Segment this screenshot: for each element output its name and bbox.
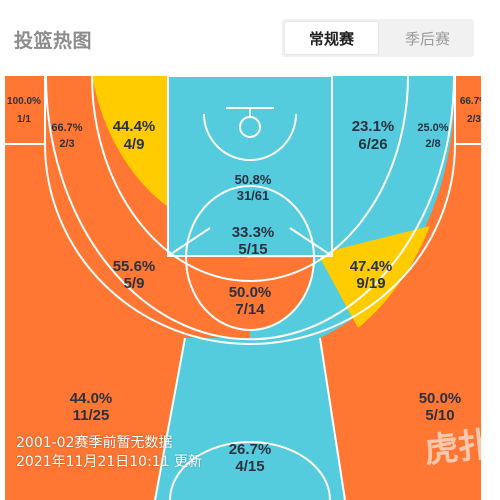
zone-label-made: 31/61 (237, 188, 270, 203)
zone-top-three (155, 338, 345, 500)
zone-label-made: 2/3 (467, 114, 481, 125)
page-title: 投篮热图 (14, 30, 93, 52)
zone-label-made: 9/19 (356, 275, 385, 292)
data-notes: 2001-02赛季前暂无数据 2021年11月21日10:11 更新 (16, 434, 202, 472)
court-lines (5, 76, 481, 500)
zone-label-pct: 50.0% (229, 284, 272, 301)
zone-label-pct: 100.0% (7, 96, 41, 107)
zone-label-made: 5/15 (238, 241, 267, 258)
season-type-tabs: 常规赛 季后赛 (282, 19, 474, 57)
zone-label-made: 7/14 (235, 301, 265, 318)
zone-label-made: 11/25 (73, 407, 110, 424)
zone-label-pct: 50.0% (419, 390, 462, 407)
zone-label-pct: 50.8% (235, 172, 272, 187)
zone-right-corner-col (455, 76, 481, 144)
zone-label-made: 4/15 (235, 458, 264, 475)
tab-playoffs[interactable]: 季后赛 (404, 29, 450, 48)
update-timestamp: 2021年11月21日10:11 更新 (16, 454, 203, 470)
watermark-logo: 虎扑 (422, 424, 495, 472)
zone-label-made: 4/9 (124, 136, 145, 153)
zone-label-made: 6/26 (358, 136, 387, 153)
preseason-note: 2001-02赛季前暂无数据 (16, 435, 173, 451)
zone-label-pct: 44.4% (113, 118, 156, 135)
zone-label-pct: 33.3% (232, 224, 275, 241)
zone-label-made: 2/3 (59, 138, 74, 150)
basket-icon (203, 107, 297, 161)
zone-label-made: 2/8 (425, 138, 440, 150)
zone-label-pct: 55.6% (113, 258, 156, 275)
zone-label-made: 1/1 (17, 114, 31, 125)
zone-label-made: 5/9 (124, 275, 145, 292)
zone-paint (168, 76, 332, 256)
zone-label-pct: 26.7% (229, 441, 272, 458)
tab-regular-season[interactable]: 常规赛 (285, 22, 378, 54)
zone-label-pct: 44.0% (70, 390, 113, 407)
zone-label-pct: 25.0% (417, 122, 448, 134)
zone-label-pct: 66.7% (460, 96, 488, 107)
zone-label-made: 5/10 (425, 407, 454, 424)
shot-heatmap-court: 100.0% 1/1 66.7% 2/3 44.4% 4/9 50.8% 31/… (5, 76, 488, 500)
zone-label-pct: 66.7% (51, 122, 82, 134)
zone-label-pct: 47.4% (350, 258, 393, 275)
zone-left-corner-col (5, 76, 45, 144)
zone-label-pct: 23.1% (352, 118, 395, 135)
